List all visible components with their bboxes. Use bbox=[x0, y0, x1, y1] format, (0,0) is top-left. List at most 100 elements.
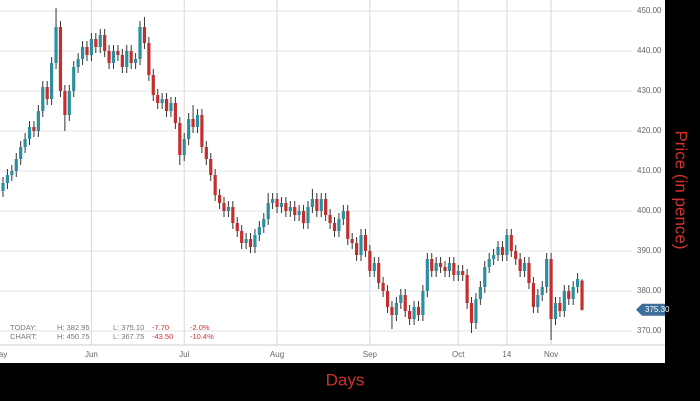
candle-body bbox=[266, 203, 270, 219]
candle-body bbox=[443, 267, 447, 271]
candle-body bbox=[138, 27, 142, 59]
x-tick-label: ay bbox=[0, 350, 7, 359]
candle-body bbox=[217, 195, 222, 203]
x-tick-label: Oct bbox=[452, 350, 465, 359]
candle-body bbox=[58, 27, 63, 91]
candle-body bbox=[111, 51, 116, 63]
candle-body bbox=[89, 39, 93, 55]
candle-body bbox=[204, 147, 208, 159]
candle-body bbox=[271, 199, 275, 203]
candle-body bbox=[434, 263, 438, 271]
candle-body bbox=[514, 251, 518, 259]
stat-low: L: 367.75 bbox=[113, 332, 144, 341]
candle-body bbox=[416, 307, 421, 315]
candle-body bbox=[288, 207, 292, 211]
plot-area bbox=[0, 0, 665, 363]
candle-body bbox=[562, 291, 566, 311]
y-tick-label: 380.00 bbox=[637, 286, 662, 295]
candle-body bbox=[213, 175, 217, 195]
candle-body bbox=[14, 159, 18, 171]
candle-body bbox=[509, 235, 513, 251]
y-axis-title: Price (in pence) bbox=[672, 130, 691, 249]
candle-body bbox=[191, 119, 195, 127]
candle-body bbox=[151, 75, 155, 95]
candle-body bbox=[469, 303, 474, 323]
y-tick-label: 370.00 bbox=[637, 326, 662, 335]
candle-body bbox=[403, 295, 407, 311]
candle-body bbox=[461, 271, 465, 275]
candle-body bbox=[421, 291, 425, 315]
candle-body bbox=[430, 259, 434, 271]
candle-body bbox=[5, 175, 10, 183]
candle-body bbox=[487, 259, 491, 267]
price-tag bbox=[636, 303, 665, 316]
candle-body bbox=[120, 55, 124, 67]
candle-body bbox=[350, 239, 354, 243]
candle-body bbox=[187, 119, 191, 139]
candle-body bbox=[129, 51, 133, 63]
candle-body bbox=[41, 87, 45, 111]
candle-body bbox=[142, 27, 147, 43]
candle-body bbox=[54, 27, 58, 63]
candle-body bbox=[279, 203, 284, 207]
candle-body bbox=[209, 159, 213, 175]
candle-body bbox=[164, 99, 169, 111]
candle-body bbox=[341, 211, 345, 219]
y-tick-label: 450.00 bbox=[637, 6, 662, 15]
candle-body bbox=[76, 59, 80, 67]
candle-body bbox=[310, 199, 314, 207]
candle-body bbox=[368, 251, 372, 271]
stat-change: -7.70 bbox=[152, 323, 169, 332]
candle-body bbox=[98, 35, 102, 47]
candle-body bbox=[235, 223, 239, 231]
candle-body bbox=[36, 111, 40, 131]
candle-body bbox=[306, 207, 310, 223]
candle-body bbox=[394, 303, 398, 315]
candle-body bbox=[116, 51, 120, 55]
candle-body bbox=[478, 287, 482, 299]
y-tick-label: 410.00 bbox=[637, 166, 662, 175]
candle-body bbox=[483, 267, 487, 287]
candle-body bbox=[231, 207, 235, 223]
candle-body bbox=[169, 103, 173, 111]
candle-body bbox=[500, 247, 505, 255]
candle-body bbox=[173, 103, 177, 123]
candle-body bbox=[293, 207, 297, 215]
candle-body bbox=[284, 203, 288, 211]
candle-body bbox=[580, 280, 584, 310]
candle-body bbox=[337, 219, 341, 231]
candle-body bbox=[253, 235, 257, 247]
candle-body bbox=[496, 247, 500, 255]
candle-body bbox=[355, 243, 359, 255]
candle-body bbox=[275, 199, 279, 207]
candle-body bbox=[549, 259, 553, 319]
candle-body bbox=[399, 295, 403, 303]
y-tick-label: 400.00 bbox=[637, 206, 662, 215]
candle-body bbox=[147, 43, 151, 75]
candle-body bbox=[531, 283, 535, 307]
candle-body bbox=[567, 291, 571, 299]
candle-body bbox=[377, 263, 381, 283]
candle-body bbox=[240, 231, 244, 243]
stat-low: L: 375.10 bbox=[113, 323, 144, 332]
candle-body bbox=[553, 303, 558, 319]
candle-body bbox=[257, 227, 261, 235]
stat-change-pct: -2.0% bbox=[190, 323, 210, 332]
candle-body bbox=[447, 263, 452, 271]
candle-body bbox=[80, 47, 85, 59]
candle-body bbox=[248, 239, 253, 247]
x-tick-label: Sep bbox=[363, 350, 378, 359]
y-tick-label: 420.00 bbox=[637, 126, 662, 135]
candle-body bbox=[408, 311, 412, 319]
candle-body bbox=[301, 211, 306, 223]
stat-high: H: 382.95 bbox=[57, 323, 90, 332]
x-tick-label: Jun bbox=[85, 350, 98, 359]
candle-body bbox=[474, 299, 478, 323]
candle-body bbox=[558, 303, 562, 311]
candle-body bbox=[125, 51, 129, 67]
stat-label: TODAY: bbox=[10, 323, 37, 332]
candle-body bbox=[438, 263, 443, 267]
candle-body bbox=[363, 235, 368, 251]
